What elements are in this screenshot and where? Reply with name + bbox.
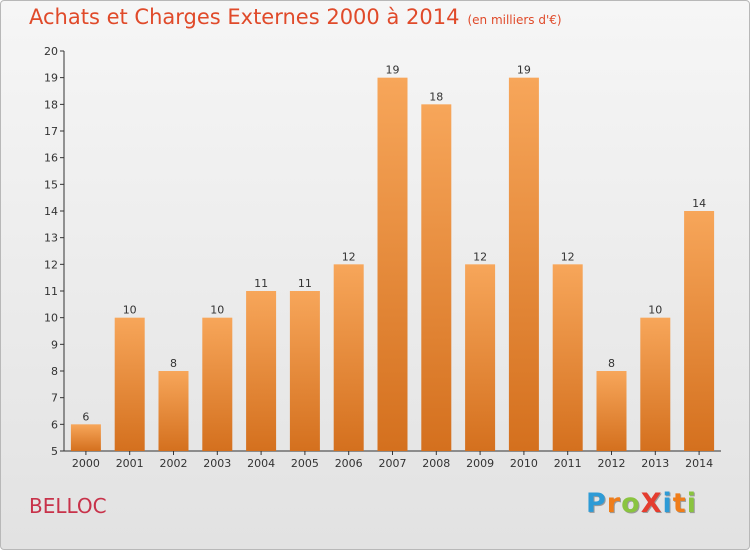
y-tick-label: 17 bbox=[44, 125, 58, 138]
bar bbox=[158, 371, 189, 451]
y-tick-label: 10 bbox=[44, 312, 58, 325]
data-label: 12 bbox=[561, 250, 575, 263]
data-label: 12 bbox=[342, 250, 356, 263]
data-label: 10 bbox=[210, 304, 224, 317]
y-tick-label: 6 bbox=[51, 418, 58, 431]
y-tick-label: 13 bbox=[44, 232, 58, 245]
x-tick-label: 2006 bbox=[335, 457, 363, 470]
bar bbox=[552, 264, 583, 451]
proxiti-logo: ProXiti bbox=[586, 488, 697, 519]
bar bbox=[333, 264, 364, 451]
y-tick-label: 16 bbox=[44, 152, 58, 165]
chart-title: Achats et Charges Externes 2000 à 2014 (e… bbox=[29, 5, 562, 29]
x-tick-label: 2004 bbox=[247, 457, 275, 470]
x-tick-label: 2000 bbox=[72, 457, 100, 470]
bar bbox=[684, 211, 715, 451]
bar bbox=[246, 291, 277, 451]
data-label: 8 bbox=[170, 357, 177, 370]
data-label: 12 bbox=[473, 250, 487, 263]
bar bbox=[508, 77, 539, 452]
x-tick-label: 2001 bbox=[116, 457, 144, 470]
y-tick-label: 14 bbox=[44, 205, 58, 218]
y-tick-label: 18 bbox=[44, 98, 58, 111]
data-label: 19 bbox=[386, 64, 400, 77]
data-label: 10 bbox=[123, 304, 137, 317]
x-tick-label: 2012 bbox=[598, 457, 626, 470]
chart-title-text: Achats et Charges Externes 2000 à 2014 bbox=[29, 5, 460, 29]
chart-subtitle: (en milliers d'€) bbox=[467, 13, 562, 27]
data-label: 6 bbox=[82, 410, 89, 423]
bar bbox=[596, 371, 627, 451]
x-tick-label: 2010 bbox=[510, 457, 538, 470]
data-label: 10 bbox=[648, 304, 662, 317]
bar bbox=[465, 264, 496, 451]
x-tick-label: 2002 bbox=[160, 457, 188, 470]
commune-name: BELLOC bbox=[29, 494, 107, 518]
x-tick-label: 2007 bbox=[379, 457, 407, 470]
x-tick-label: 2009 bbox=[466, 457, 494, 470]
bar bbox=[289, 291, 320, 451]
x-tick-label: 2005 bbox=[291, 457, 319, 470]
y-tick-label: 15 bbox=[44, 178, 58, 191]
y-tick-label: 7 bbox=[51, 392, 58, 405]
data-label: 14 bbox=[692, 197, 706, 210]
y-tick-label: 20 bbox=[44, 45, 58, 58]
y-tick-label: 19 bbox=[44, 72, 58, 85]
bar bbox=[377, 77, 408, 452]
data-label: 19 bbox=[517, 64, 531, 77]
y-tick-label: 8 bbox=[51, 365, 58, 378]
y-tick-label: 12 bbox=[44, 258, 58, 271]
y-tick-label: 5 bbox=[51, 445, 58, 458]
bar bbox=[70, 424, 101, 451]
bar bbox=[640, 317, 671, 451]
data-label: 8 bbox=[608, 357, 615, 370]
x-tick-label: 2008 bbox=[422, 457, 450, 470]
bar bbox=[114, 317, 145, 451]
y-tick-label: 9 bbox=[51, 338, 58, 351]
bar bbox=[421, 104, 452, 451]
x-tick-label: 2003 bbox=[203, 457, 231, 470]
data-label: 11 bbox=[254, 277, 268, 290]
x-tick-label: 2013 bbox=[641, 457, 669, 470]
bar bbox=[202, 317, 233, 451]
y-tick-label: 11 bbox=[44, 285, 58, 298]
x-tick-label: 2014 bbox=[685, 457, 713, 470]
data-label: 11 bbox=[298, 277, 312, 290]
data-label: 18 bbox=[429, 90, 443, 103]
x-tick-label: 2011 bbox=[554, 457, 582, 470]
